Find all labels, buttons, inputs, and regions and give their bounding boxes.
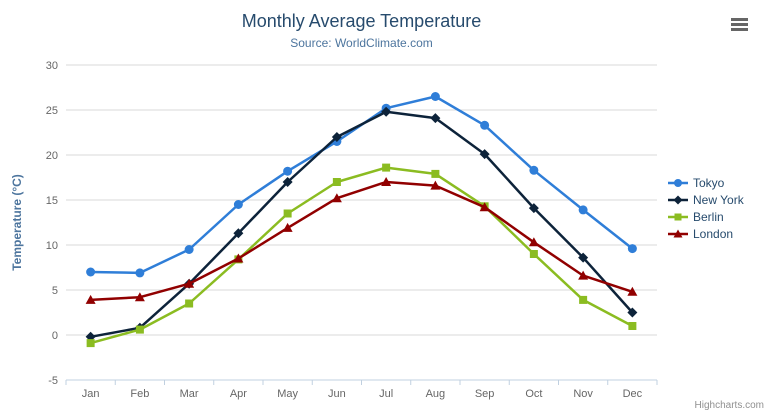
legend-marker-triangle-icon bbox=[668, 229, 688, 237]
chart-subtitle: Source: WorldClimate.com bbox=[290, 36, 433, 50]
data-point-marker[interactable] bbox=[430, 113, 441, 124]
series-line-berlin[interactable] bbox=[89, 166, 634, 345]
x-axis-label: Apr bbox=[230, 388, 247, 400]
data-point-marker bbox=[673, 195, 683, 204]
data-point-marker[interactable] bbox=[578, 270, 589, 280]
data-point-marker[interactable] bbox=[282, 222, 293, 232]
data-point-marker[interactable] bbox=[86, 267, 96, 277]
y-axis-label: 20 bbox=[46, 150, 58, 162]
data-point-marker[interactable] bbox=[579, 295, 588, 304]
data-point-marker[interactable] bbox=[578, 205, 588, 215]
series-new-york bbox=[85, 106, 638, 342]
data-point-marker[interactable] bbox=[134, 292, 145, 302]
y-axis-label: 25 bbox=[46, 105, 58, 117]
y-axis-title: Temperature (°C) bbox=[10, 174, 24, 271]
data-point-marker bbox=[674, 213, 682, 220]
series-london bbox=[85, 177, 638, 304]
data-point-marker[interactable] bbox=[332, 178, 341, 186]
data-point-marker[interactable] bbox=[479, 149, 490, 160]
data-point-marker[interactable] bbox=[185, 299, 194, 308]
data-point-marker[interactable] bbox=[430, 180, 441, 190]
data-point-marker[interactable] bbox=[135, 268, 145, 278]
series-line-london[interactable] bbox=[89, 180, 634, 302]
legend-item-berlin[interactable]: Berlin bbox=[668, 209, 744, 224]
data-point-marker[interactable] bbox=[331, 132, 342, 142]
data-point-marker[interactable] bbox=[233, 200, 243, 209]
data-point-marker[interactable] bbox=[627, 307, 638, 318]
x-axis-label: Dec bbox=[623, 388, 643, 400]
y-axis-label: 0 bbox=[52, 330, 58, 342]
y-axis-label: 5 bbox=[52, 285, 58, 297]
menu-bar bbox=[731, 18, 748, 21]
menu-bar bbox=[731, 23, 748, 26]
x-axis-label: Feb bbox=[130, 388, 149, 400]
data-point-marker[interactable] bbox=[431, 169, 440, 178]
data-point-marker[interactable] bbox=[184, 278, 195, 288]
legend-marker-square-icon bbox=[668, 213, 688, 220]
data-point-marker[interactable] bbox=[480, 120, 490, 130]
data-point-marker[interactable] bbox=[528, 237, 539, 247]
data-point-marker[interactable] bbox=[529, 250, 538, 258]
data-point-marker[interactable] bbox=[184, 245, 194, 254]
data-point-marker[interactable] bbox=[86, 339, 95, 348]
legend-label: Berlin bbox=[693, 209, 724, 224]
x-axis-label: Jan bbox=[82, 388, 100, 400]
data-point-marker bbox=[673, 229, 683, 237]
x-axis-label: Jun bbox=[328, 388, 346, 400]
legend: Tokyo New York Berlin London bbox=[668, 175, 744, 241]
data-point-marker[interactable] bbox=[578, 252, 589, 263]
data-point-marker[interactable] bbox=[528, 203, 539, 214]
data-point-marker[interactable] bbox=[135, 325, 144, 334]
y-axis-label: -5 bbox=[48, 375, 58, 387]
series-line-tokyo[interactable] bbox=[89, 95, 634, 275]
series-line-new-york[interactable] bbox=[89, 110, 634, 339]
x-axis-label: Sep bbox=[475, 388, 495, 400]
legend-item-tokyo[interactable]: Tokyo bbox=[668, 175, 744, 190]
data-point-marker[interactable] bbox=[627, 286, 638, 296]
data-point-marker[interactable] bbox=[382, 163, 391, 172]
data-point-marker[interactable] bbox=[479, 202, 490, 212]
data-point-marker[interactable] bbox=[430, 92, 440, 101]
data-point-marker bbox=[674, 178, 682, 187]
data-point-marker[interactable] bbox=[381, 106, 392, 117]
legend-item-new-york[interactable]: New York bbox=[668, 192, 744, 207]
x-axis-label: May bbox=[277, 388, 298, 400]
data-point-marker[interactable] bbox=[233, 253, 244, 263]
data-point-marker[interactable] bbox=[283, 209, 292, 218]
x-axis-label: Mar bbox=[180, 388, 199, 400]
data-point-marker[interactable] bbox=[85, 294, 96, 304]
data-point-marker[interactable] bbox=[381, 177, 392, 186]
legend-label: New York bbox=[693, 192, 744, 207]
y-axis-label: 10 bbox=[46, 240, 58, 252]
x-axis-label: Nov bbox=[573, 388, 593, 400]
y-axis-label: 30 bbox=[46, 60, 58, 72]
legend-label: London bbox=[693, 226, 734, 241]
legend-marker-diamond-icon bbox=[668, 195, 688, 204]
y-axis-label: 15 bbox=[46, 195, 58, 207]
legend-label: Tokyo bbox=[693, 175, 725, 190]
x-axis-label: Aug bbox=[426, 388, 446, 400]
legend-item-london[interactable]: London bbox=[668, 226, 744, 241]
highcharts-credits-link[interactable]: Highcharts.com bbox=[694, 400, 764, 411]
export-menu-icon[interactable] bbox=[731, 18, 748, 31]
series-tokyo bbox=[86, 92, 637, 278]
data-point-marker[interactable] bbox=[233, 228, 244, 239]
data-point-marker[interactable] bbox=[283, 166, 293, 176]
data-point-marker[interactable] bbox=[627, 244, 637, 254]
x-axis-label: Jul bbox=[379, 388, 393, 400]
menu-bar bbox=[731, 28, 748, 31]
data-point-marker[interactable] bbox=[282, 177, 293, 187]
data-point-marker[interactable] bbox=[331, 193, 342, 203]
x-axis-label: Oct bbox=[525, 388, 542, 400]
data-point-marker[interactable] bbox=[529, 165, 539, 175]
chart-title: Monthly Average Temperature bbox=[241, 11, 482, 31]
legend-marker-circle-icon bbox=[668, 178, 688, 187]
data-point-marker[interactable] bbox=[628, 322, 637, 330]
